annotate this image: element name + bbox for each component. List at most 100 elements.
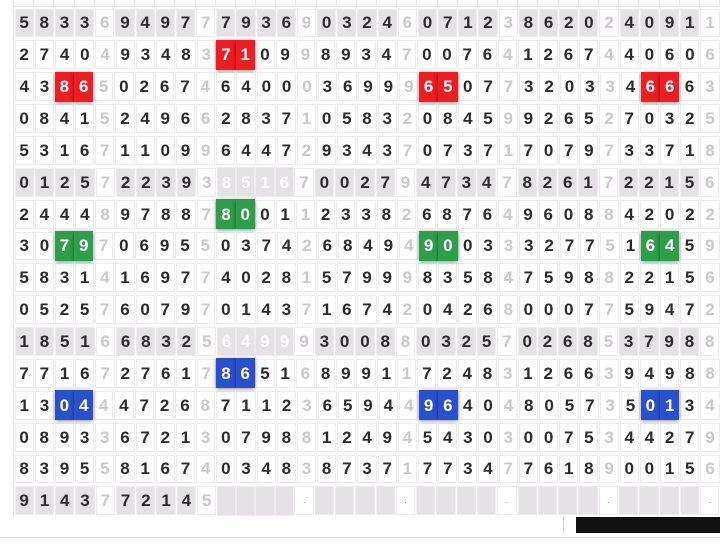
digit-cell: 7	[680, 422, 700, 452]
digit-cell: 1	[75, 263, 95, 293]
digit-cell: 7	[457, 199, 477, 229]
digit-cell: 1	[14, 327, 34, 356]
separator-cell: 8	[599, 263, 619, 293]
digit-cell: 4	[54, 199, 75, 229]
clipped-cell	[417, 0, 438, 6]
digit-cell: 4	[377, 295, 397, 325]
separator-cell: 4	[498, 199, 518, 229]
digit-cell: 3	[336, 199, 356, 229]
digit-cell: 2	[639, 263, 659, 293]
separator-cell: 1	[397, 454, 417, 484]
digit-cell: 7	[580, 390, 600, 420]
separator-cell: 7	[599, 295, 619, 325]
separator-cell: 7	[196, 358, 216, 388]
digit-cell: 4	[639, 422, 659, 452]
digit-cell	[558, 486, 578, 516]
digit-cell: 6	[215, 72, 236, 102]
highlight-cell-red: 6	[74, 71, 94, 102]
digit-cell: 0	[539, 390, 559, 420]
digit-cell: 7	[375, 167, 395, 197]
digit-cell: 5	[680, 454, 700, 484]
digit-cell: 4	[438, 422, 458, 452]
digit-cell: 0	[335, 167, 355, 197]
separator-cell: 4	[399, 231, 419, 261]
digit-cell: 1	[680, 8, 700, 38]
digit-cell: 0	[114, 231, 134, 261]
digit-cell: 0	[34, 231, 55, 261]
separator-cell: 6	[196, 104, 216, 133]
separator-cell: 8	[395, 327, 416, 356]
highlight-cell-red: 5	[236, 167, 256, 198]
separator-cell: 4	[196, 454, 216, 484]
digit-cell: 0	[417, 295, 438, 325]
digit-cell: 4	[478, 454, 498, 484]
digit-cell: 0	[458, 231, 478, 261]
digit-cell: 3	[438, 263, 458, 293]
digit-cell: 8	[578, 327, 598, 356]
digit-cell: 6	[154, 72, 175, 102]
highlight-cell-green: 9	[274, 326, 294, 357]
separator-cell: 3	[196, 422, 216, 452]
clipped-cell	[54, 0, 75, 6]
digit-cell: 9	[358, 72, 378, 102]
highlight-cell-blue: 0	[640, 390, 660, 421]
digit-cell: 5	[458, 263, 478, 293]
digit-cell: 1	[458, 8, 478, 38]
highlight-cell-blue: 6	[438, 390, 458, 421]
digit-cell: 2	[537, 167, 558, 197]
digit-cell: 3	[458, 454, 478, 484]
digit-cell: 8	[276, 454, 296, 484]
digit-cell: 6	[538, 8, 559, 38]
digit-cell: 5	[679, 231, 700, 261]
digit-cell: 1	[659, 167, 679, 197]
separator-cell: 3	[599, 422, 619, 452]
digit-cell: 1	[518, 358, 538, 388]
digit-cell: 7	[175, 72, 195, 102]
separator-cell: 5	[700, 104, 720, 133]
digit-cell: 4	[458, 104, 478, 133]
digit-cell: 0	[75, 40, 95, 70]
digit-cell: 2	[539, 231, 559, 261]
separator-cell: 4	[700, 390, 720, 420]
digit-cell: 3	[54, 8, 75, 38]
separator-cell: 9	[196, 135, 216, 165]
footer-rule	[0, 537, 720, 538]
digit-cell: 3	[679, 390, 700, 420]
digit-cell: 0	[639, 40, 659, 70]
digit-cell: 8	[136, 327, 156, 356]
digit-cell: 5	[619, 295, 639, 325]
digit-cell: 0	[478, 390, 498, 420]
digit-cell: 0	[680, 40, 700, 70]
digit-cell: 7	[377, 454, 397, 484]
digit-cell: 8	[517, 167, 537, 197]
digit-cell: 6	[115, 327, 136, 356]
digit-cell: 8	[176, 40, 196, 70]
separator-cell: 5	[600, 231, 620, 261]
digit-cell: 0	[317, 8, 337, 38]
digit-cell: 5	[175, 231, 195, 261]
digit-cell: 8	[14, 454, 34, 484]
digit-cell: 6	[559, 104, 579, 133]
digit-cell: 7	[337, 454, 357, 484]
digit-cell: 6	[558, 327, 578, 356]
digit-cell: 0	[355, 327, 375, 356]
clipped-cell	[155, 0, 176, 6]
separator-cell: 7	[95, 486, 115, 516]
clipped-cell	[175, 0, 196, 6]
digit-cell: 7	[438, 8, 458, 38]
digit-cell	[618, 486, 639, 516]
separator-cell: 9	[599, 454, 619, 484]
digit-cell: 2	[458, 295, 478, 325]
separator-cell: 4	[399, 390, 419, 420]
digit-cell: 2	[115, 167, 136, 197]
digit-cell: 1	[34, 167, 55, 197]
digit-cell: 3	[458, 422, 478, 452]
digit-cell: 9	[256, 422, 276, 452]
digit-cell: 6	[155, 454, 175, 484]
digit-cell: 9	[54, 422, 75, 452]
digit-cell: 2	[478, 8, 498, 38]
digit-cell: 6	[317, 231, 337, 261]
